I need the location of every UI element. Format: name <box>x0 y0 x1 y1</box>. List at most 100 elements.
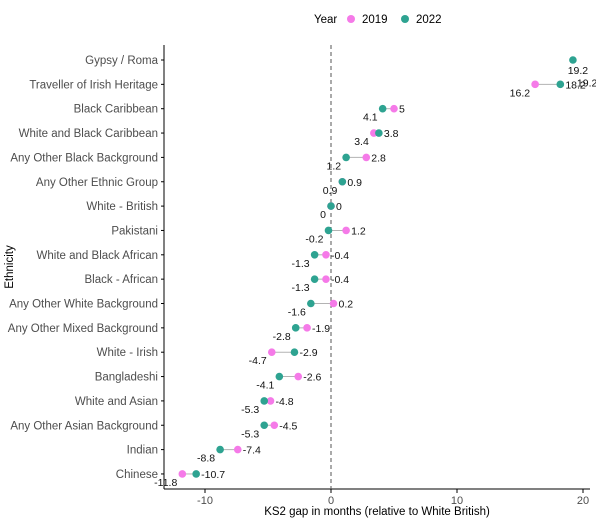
data-label-high: 3.8 <box>384 128 399 140</box>
data-label-high: 1.2 <box>351 225 366 237</box>
data-label-extra: 19.2 <box>577 77 596 89</box>
data-label-high: -1.9 <box>312 323 330 335</box>
y-category-label: Traveller of Irish Heritage <box>29 79 158 91</box>
data-label-low: -1.3 <box>292 258 310 270</box>
data-label-low: 0 <box>320 209 326 221</box>
point-2022 <box>327 202 335 210</box>
point-2019 <box>266 397 275 405</box>
point-2019 <box>303 324 311 332</box>
point-2019 <box>322 251 330 259</box>
point-2022 <box>556 80 565 89</box>
data-label-high: 19.2 <box>568 65 589 77</box>
legend-key-2022 <box>401 15 409 23</box>
data-label-high: -2.6 <box>303 372 321 384</box>
point-2022 <box>338 177 347 186</box>
point-2019 <box>294 372 303 381</box>
y-category-label: Any Other Mixed Background <box>8 323 158 335</box>
point-2022 <box>310 275 319 283</box>
point-2022 <box>216 445 224 454</box>
x-axis-title: KS2 gap in months (relative to White Bri… <box>264 506 490 518</box>
x-axis-ticks: -10 0 10 20 <box>197 489 589 507</box>
data-label-high: -4.5 <box>279 420 297 432</box>
data-label-high: -0.4 <box>331 274 349 286</box>
data-label-low: 0.9 <box>323 185 338 197</box>
point-2019 <box>267 348 276 357</box>
point-2019 <box>531 80 539 89</box>
y-category-label: White - Irish <box>97 347 158 359</box>
x-tick-label: -10 <box>197 495 213 507</box>
x-tick-label: 20 <box>577 495 589 507</box>
x-tick-label: 10 <box>451 495 463 507</box>
data-label-high: 0 <box>336 201 342 213</box>
point-2019 <box>329 299 338 308</box>
data-label-low: -8.8 <box>197 453 215 465</box>
data-label-low: -5.3 <box>241 428 259 440</box>
y-category-label: Indian <box>127 445 158 457</box>
point-2022 <box>290 348 299 357</box>
data-label-low: -4.1 <box>256 380 274 392</box>
data-label-low: -4.7 <box>249 355 267 367</box>
data-label-low: 4.1 <box>363 112 378 124</box>
y-category-label: Black Caribbean <box>74 104 158 116</box>
data-label-low: -5.3 <box>241 404 259 416</box>
y-category-label: Black - African <box>85 274 159 286</box>
legend-key-2019 <box>347 15 355 23</box>
point-2019 <box>178 470 187 478</box>
y-category-label: White and Black African <box>37 250 158 262</box>
point-2022 <box>192 470 200 478</box>
point-2022 <box>342 153 350 162</box>
plot-area <box>163 45 590 490</box>
y-category-label: White - British <box>86 201 158 213</box>
point-2022 <box>375 129 383 137</box>
data-label-high: 0.2 <box>339 299 354 311</box>
y-axis-title: Ethnicity <box>4 245 16 289</box>
data-label-low: -0.2 <box>305 233 323 245</box>
data-label-high: -4.8 <box>276 396 294 408</box>
point-2019 <box>233 445 242 454</box>
data-label-low: -1.3 <box>292 282 310 294</box>
y-category-label: White and Black Caribbean <box>19 128 158 140</box>
data-label-low: -11.8 <box>154 477 177 489</box>
point-2019 <box>342 226 350 235</box>
data-label-high: 18.2 <box>565 79 586 91</box>
data-label-low: -1.6 <box>288 307 306 319</box>
y-category-label: Gypsy / Roma <box>85 55 158 67</box>
data-label-high: 0.9 <box>347 177 362 189</box>
legend: Year 2019 2022 <box>314 14 442 26</box>
point-2022 <box>260 421 269 430</box>
y-category-label: Any Other Black Background <box>10 152 158 164</box>
point-2019 <box>322 275 330 283</box>
data-label-low: 16.2 <box>510 87 531 99</box>
point-2022 <box>569 56 577 64</box>
point-2019 <box>362 153 371 162</box>
data-labels: 19.216.218.219.24.153.43.81.22.80.90.900… <box>154 65 596 489</box>
point-2019 <box>390 104 398 113</box>
data-label-low: 3.4 <box>354 136 369 148</box>
point-2022 <box>307 299 315 308</box>
point-2022 <box>310 251 319 259</box>
point-2022 <box>291 324 300 332</box>
y-category-label: White and Asian <box>75 396 158 408</box>
data-label-low: 1.2 <box>327 160 342 172</box>
data-label-high: -0.4 <box>331 250 349 262</box>
legend-label-2022: 2022 <box>416 14 442 26</box>
legend-label-2019: 2019 <box>362 14 388 26</box>
connector-lines <box>182 83 561 475</box>
data-label-low: -2.8 <box>273 331 291 343</box>
y-category-label: Any Other Ethnic Group <box>36 177 158 189</box>
y-category-label: Any Other Asian Background <box>10 420 158 432</box>
point-2019 <box>270 421 279 430</box>
y-category-label: Any Other White Background <box>9 299 158 311</box>
y-category-label: Bangladeshi <box>95 372 158 384</box>
legend-title: Year <box>314 14 337 26</box>
point-2022 <box>275 372 284 381</box>
y-category-label: Chinese <box>116 469 158 481</box>
data-points <box>178 56 577 478</box>
point-2022 <box>378 104 387 113</box>
data-label-high: -7.4 <box>243 445 261 457</box>
point-2022 <box>324 226 333 235</box>
data-label-high: -10.7 <box>201 469 225 481</box>
y-category-label: Pakistani <box>111 225 158 237</box>
point-2022 <box>260 397 269 405</box>
